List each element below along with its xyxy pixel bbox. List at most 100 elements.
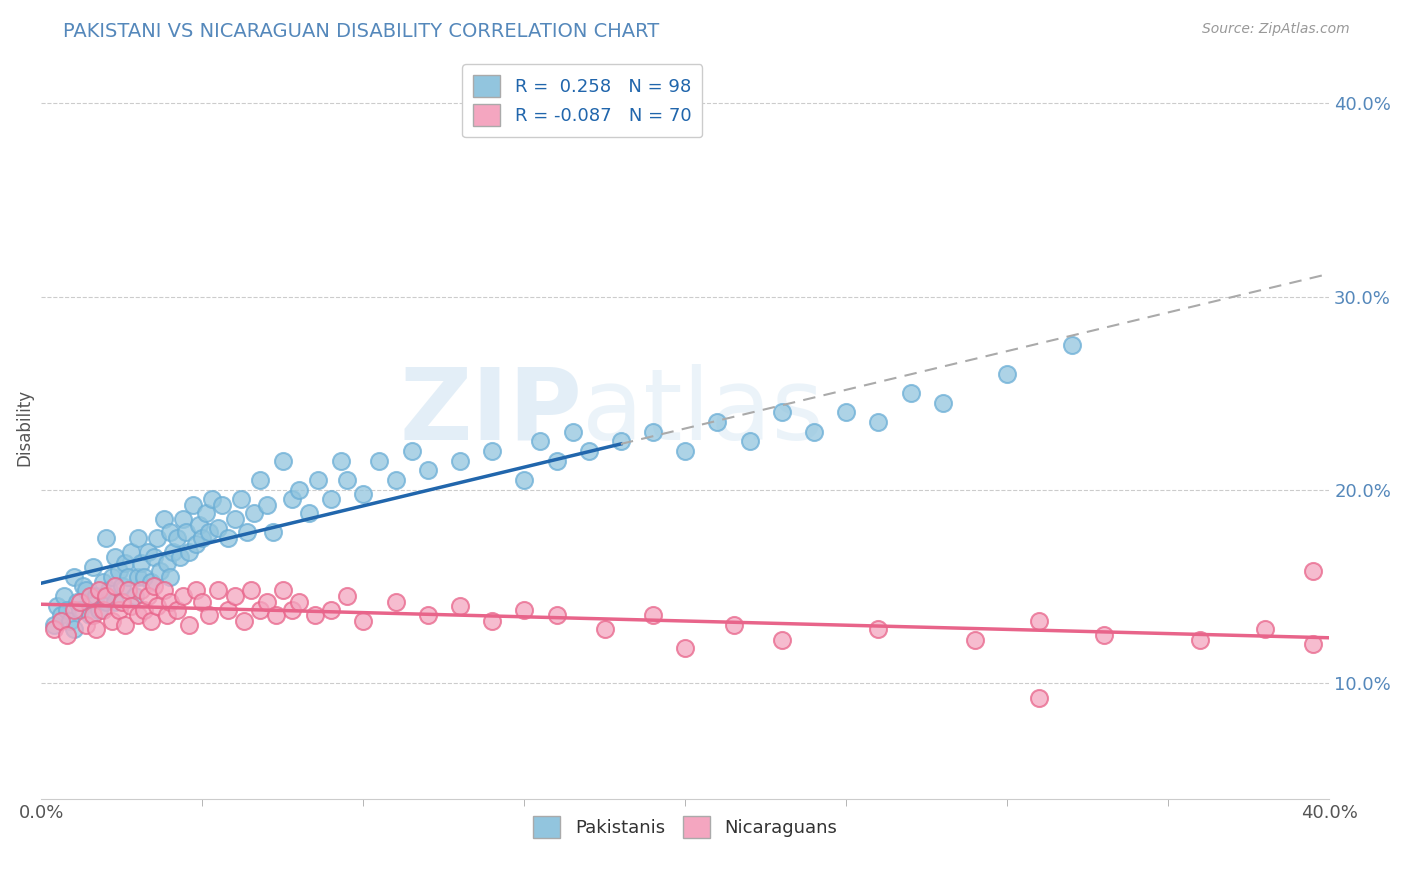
Point: [197, 608, 219, 623]
Point: [134, 602, 156, 616]
Point: [610, 434, 633, 449]
Point: [384, 473, 406, 487]
Point: [481, 614, 503, 628]
Point: [868, 415, 890, 429]
Point: [136, 544, 159, 558]
Point: [513, 473, 536, 487]
Point: [69, 595, 91, 609]
Point: [1302, 637, 1324, 651]
Point: [803, 425, 825, 439]
Point: [1302, 564, 1324, 578]
Point: [723, 618, 745, 632]
Point: [352, 614, 374, 628]
Point: [89, 583, 111, 598]
Point: [129, 583, 152, 598]
Point: [101, 570, 124, 584]
Point: [79, 608, 101, 623]
Point: [207, 521, 229, 535]
Point: [62, 570, 84, 584]
Point: [529, 434, 551, 449]
Point: [111, 579, 134, 593]
Point: [62, 622, 84, 636]
Point: [136, 589, 159, 603]
Point: [94, 595, 117, 609]
Point: [900, 386, 922, 401]
Point: [179, 618, 201, 632]
Point: [329, 454, 352, 468]
Point: [416, 463, 439, 477]
Point: [166, 531, 188, 545]
Point: [127, 608, 149, 623]
Point: [117, 570, 139, 584]
Point: [297, 506, 319, 520]
Point: [66, 595, 89, 609]
Point: [121, 544, 143, 558]
Point: [513, 602, 536, 616]
Point: [56, 627, 79, 641]
Point: [288, 483, 311, 497]
Point: [211, 498, 233, 512]
Point: [307, 473, 329, 487]
Point: [384, 595, 406, 609]
Point: [249, 602, 271, 616]
Point: [932, 396, 955, 410]
Point: [172, 589, 194, 603]
Point: [352, 486, 374, 500]
Point: [271, 583, 294, 598]
Point: [481, 444, 503, 458]
Point: [156, 608, 179, 623]
Point: [243, 506, 266, 520]
Point: [304, 608, 326, 623]
Point: [69, 602, 91, 616]
Point: [271, 454, 294, 468]
Point: [75, 583, 97, 598]
Point: [127, 570, 149, 584]
Point: [1189, 633, 1212, 648]
Point: [114, 556, 136, 570]
Point: [191, 531, 214, 545]
Point: [107, 602, 129, 616]
Point: [1060, 338, 1083, 352]
Point: [236, 525, 259, 540]
Point: [49, 614, 72, 628]
Point: [121, 599, 143, 613]
Text: PAKISTANI VS NICARAGUAN DISABILITY CORRELATION CHART: PAKISTANI VS NICARAGUAN DISABILITY CORRE…: [63, 22, 659, 41]
Point: [706, 415, 728, 429]
Point: [673, 444, 696, 458]
Point: [101, 614, 124, 628]
Point: [835, 405, 858, 419]
Point: [59, 614, 82, 628]
Point: [94, 589, 117, 603]
Point: [149, 564, 172, 578]
Point: [770, 405, 793, 419]
Point: [1028, 691, 1050, 706]
Point: [159, 595, 181, 609]
Point: [1092, 627, 1115, 641]
Point: [546, 608, 568, 623]
Text: Source: ZipAtlas.com: Source: ZipAtlas.com: [1202, 22, 1350, 37]
Text: ZIP: ZIP: [399, 364, 582, 460]
Point: [97, 583, 120, 598]
Point: [114, 618, 136, 632]
Point: [738, 434, 761, 449]
Point: [91, 602, 114, 616]
Point: [146, 599, 169, 613]
Point: [1028, 614, 1050, 628]
Point: [89, 602, 111, 616]
Point: [117, 583, 139, 598]
Point: [124, 589, 146, 603]
Point: [184, 583, 207, 598]
Point: [82, 608, 104, 623]
Point: [172, 512, 194, 526]
Point: [79, 589, 101, 603]
Point: [224, 589, 246, 603]
Point: [159, 570, 181, 584]
Point: [181, 498, 204, 512]
Point: [159, 525, 181, 540]
Legend: Pakistanis, Nicaraguans: Pakistanis, Nicaraguans: [526, 809, 845, 846]
Y-axis label: Disability: Disability: [15, 388, 32, 466]
Point: [72, 579, 94, 593]
Point: [156, 556, 179, 570]
Point: [229, 492, 252, 507]
Point: [336, 473, 359, 487]
